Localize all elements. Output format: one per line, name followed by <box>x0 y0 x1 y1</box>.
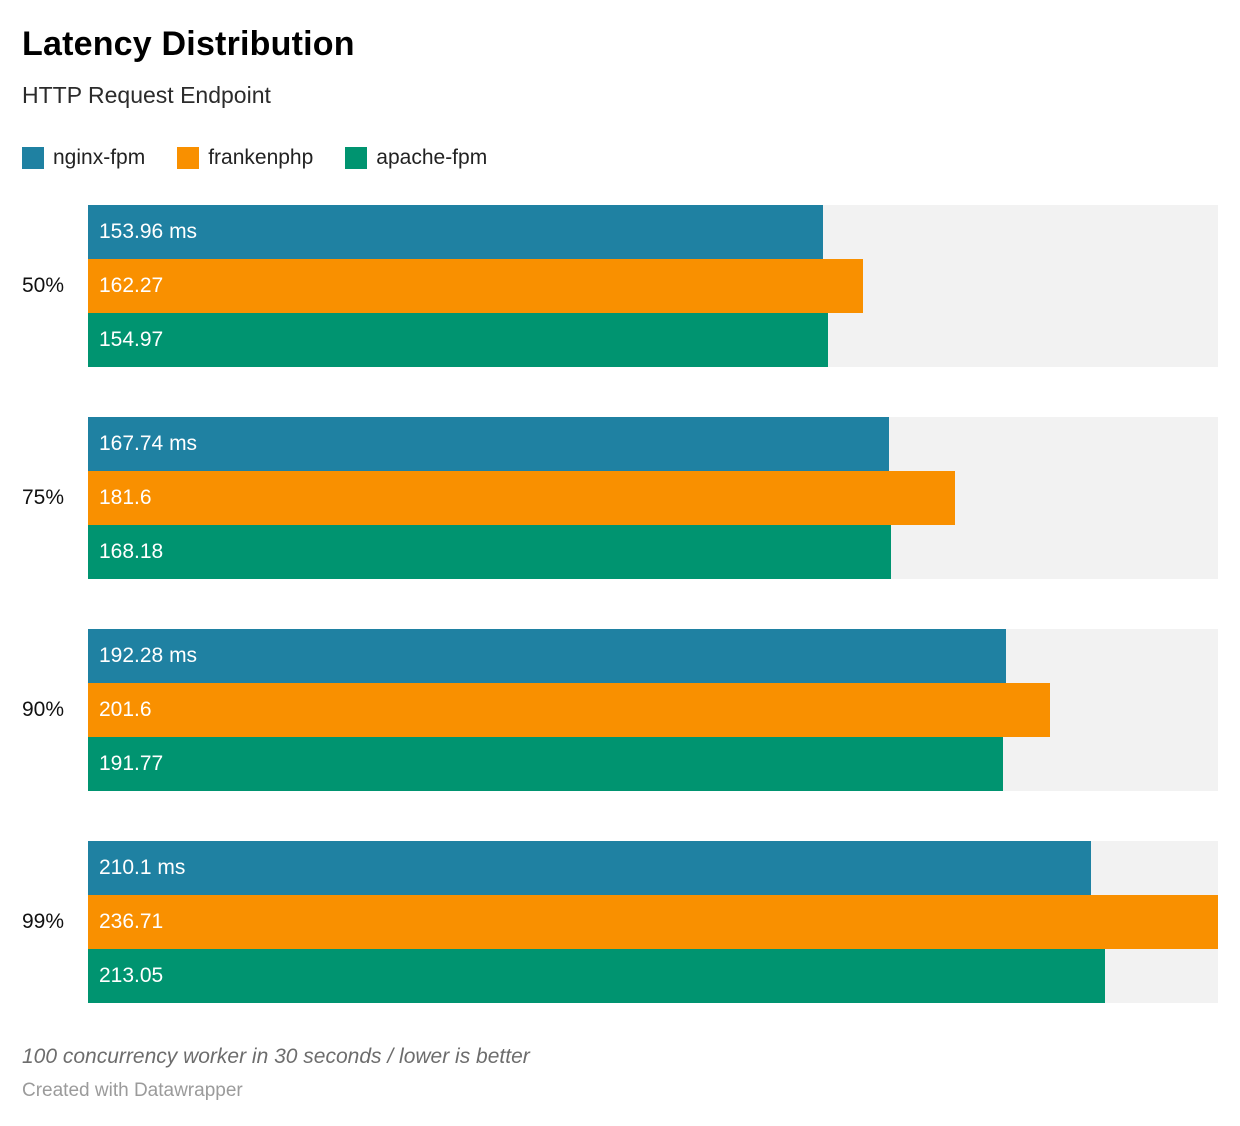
bar-groups: 50% 153.96 ms 162.27 154.97 75% 167.74 ms 181.… <box>22 205 1218 1003</box>
bar-frankenphp: 181.6 <box>88 471 955 525</box>
legend-label: nginx-fpm <box>53 146 146 169</box>
track-stack: 210.1 ms 236.71 213.05 <box>88 841 1218 1003</box>
bar-value-label: 191.77 <box>99 752 164 775</box>
category-label: 90% <box>22 698 65 721</box>
category-cell: 90% <box>22 629 88 791</box>
bar-group: 90% 192.28 ms 201.6 191.77 <box>22 629 1218 791</box>
bar-track: 153.96 ms <box>88 205 1218 259</box>
bar-nginx-fpm: 153.96 ms <box>88 205 823 259</box>
bar-chart: 50% 153.96 ms 162.27 154.97 75% 167.74 ms 181.… <box>22 205 1218 1003</box>
bar-track: 236.71 <box>88 895 1218 949</box>
bar-group: 75% 167.74 ms 181.6 168.18 <box>22 417 1218 579</box>
track-stack: 192.28 ms 201.6 191.77 <box>88 629 1218 791</box>
bar-value-label: 153.96 ms <box>99 220 198 243</box>
bar-group: 50% 153.96 ms 162.27 154.97 <box>22 205 1218 367</box>
datawrapper-attribution: Created with Datawrapper <box>22 1080 243 1101</box>
bar-group: 99% 210.1 ms 236.71 213.05 <box>22 841 1218 1003</box>
bar-nginx-fpm: 192.28 ms <box>88 629 1006 683</box>
track-stack: 167.74 ms 181.6 168.18 <box>88 417 1218 579</box>
bar-frankenphp: 201.6 <box>88 683 1051 737</box>
bar-value-label: 167.74 ms <box>99 432 198 455</box>
chart-footnote: 100 concurrency worker in 30 seconds / l… <box>22 1045 530 1068</box>
bar-apache-fpm: 191.77 <box>88 737 1004 791</box>
legend-swatch-icon <box>22 147 44 169</box>
legend-item-nginx-fpm: nginx-fpm <box>22 146 145 170</box>
track-stack: 153.96 ms 162.27 154.97 <box>88 205 1218 367</box>
bar-track: 162.27 <box>88 259 1218 313</box>
chart-title: Latency Distribution <box>22 25 355 63</box>
chart-subtitle: HTTP Request Endpoint <box>22 82 271 108</box>
legend-swatch-icon <box>345 147 368 169</box>
bar-track: 181.6 <box>88 471 1218 525</box>
bar-nginx-fpm: 210.1 ms <box>88 841 1091 895</box>
bar-value-label: 236.71 <box>99 910 164 933</box>
bar-track: 192.28 ms <box>88 629 1218 683</box>
legend-item-frankenphp: frankenphp <box>177 146 313 170</box>
category-label: 50% <box>22 274 65 297</box>
bar-value-label: 210.1 ms <box>99 856 186 879</box>
bar-apache-fpm: 154.97 <box>88 313 828 367</box>
bar-track: 210.1 ms <box>88 841 1218 895</box>
bar-track: 154.97 <box>88 313 1218 367</box>
bar-value-label: 162.27 <box>99 274 164 297</box>
category-cell: 99% <box>22 841 88 1003</box>
legend-swatch-icon <box>177 147 200 169</box>
bar-value-label: 168.18 <box>99 540 164 563</box>
bar-value-label: 154.97 <box>99 328 164 351</box>
bar-track: 213.05 <box>88 949 1218 1003</box>
bar-track: 191.77 <box>88 737 1218 791</box>
bar-apache-fpm: 213.05 <box>88 949 1106 1003</box>
bar-frankenphp: 236.71 <box>88 895 1218 949</box>
bar-track: 167.74 ms <box>88 417 1218 471</box>
category-cell: 75% <box>22 417 88 579</box>
bar-value-label: 201.6 <box>99 698 152 721</box>
bar-track: 201.6 <box>88 683 1218 737</box>
legend-label: frankenphp <box>208 146 314 169</box>
bar-track: 168.18 <box>88 525 1218 579</box>
category-label: 99% <box>22 910 65 933</box>
legend-label: apache-fpm <box>376 146 488 169</box>
legend: nginx-fpm frankenphp apache-fpm <box>22 146 1218 170</box>
bar-frankenphp: 162.27 <box>88 259 863 313</box>
legend-item-apache-fpm: apache-fpm <box>345 146 487 170</box>
category-label: 75% <box>22 486 65 509</box>
bar-value-label: 192.28 ms <box>99 644 198 667</box>
bar-nginx-fpm: 167.74 ms <box>88 417 889 471</box>
bar-value-label: 213.05 <box>99 964 164 987</box>
bar-value-label: 181.6 <box>99 486 152 509</box>
category-cell: 50% <box>22 205 88 367</box>
bar-apache-fpm: 168.18 <box>88 525 891 579</box>
